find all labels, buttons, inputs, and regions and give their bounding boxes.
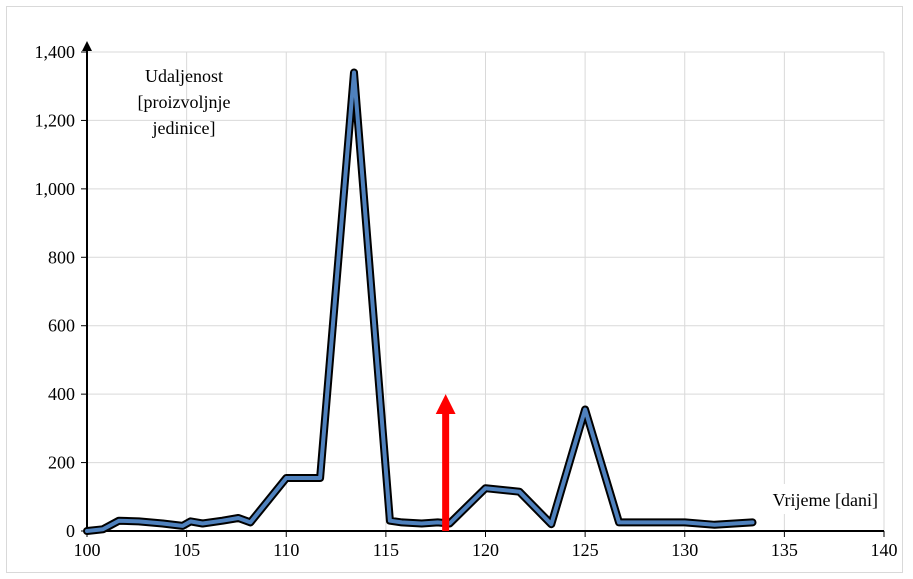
y-tick-label: 400 xyxy=(48,384,75,404)
y-tick-label: 1,000 xyxy=(35,179,76,199)
x-tick-label: 100 xyxy=(74,540,101,560)
x-tick-label: 125 xyxy=(572,540,599,560)
y-axis-label-line: Udaljenost xyxy=(145,66,223,86)
x-tick-label: 105 xyxy=(173,540,200,560)
series-line xyxy=(85,70,755,533)
x-axis-label-background xyxy=(714,484,880,514)
x-tick-label: 135 xyxy=(771,540,798,560)
x-axis-label: Vrijeme [dani] xyxy=(773,490,878,510)
x-tick-label: 130 xyxy=(671,540,698,560)
y-tick-label: 0 xyxy=(66,521,75,541)
y-tick-label: 800 xyxy=(48,247,75,267)
y-tick-label: 200 xyxy=(48,453,75,473)
x-tick-label: 110 xyxy=(273,540,299,560)
y-axis-label-line: [proizvoljnje xyxy=(138,92,231,112)
x-tick-label: 120 xyxy=(472,540,499,560)
y-tick-label: 1,400 xyxy=(35,42,76,62)
y-tick-label: 1,200 xyxy=(35,110,76,130)
chart-frame xyxy=(6,6,903,573)
y-tick-label: 600 xyxy=(48,316,75,336)
x-tick-label: 115 xyxy=(373,540,399,560)
x-tick-label: 140 xyxy=(871,540,898,560)
y-axis-label-line: jedinice] xyxy=(152,118,216,138)
